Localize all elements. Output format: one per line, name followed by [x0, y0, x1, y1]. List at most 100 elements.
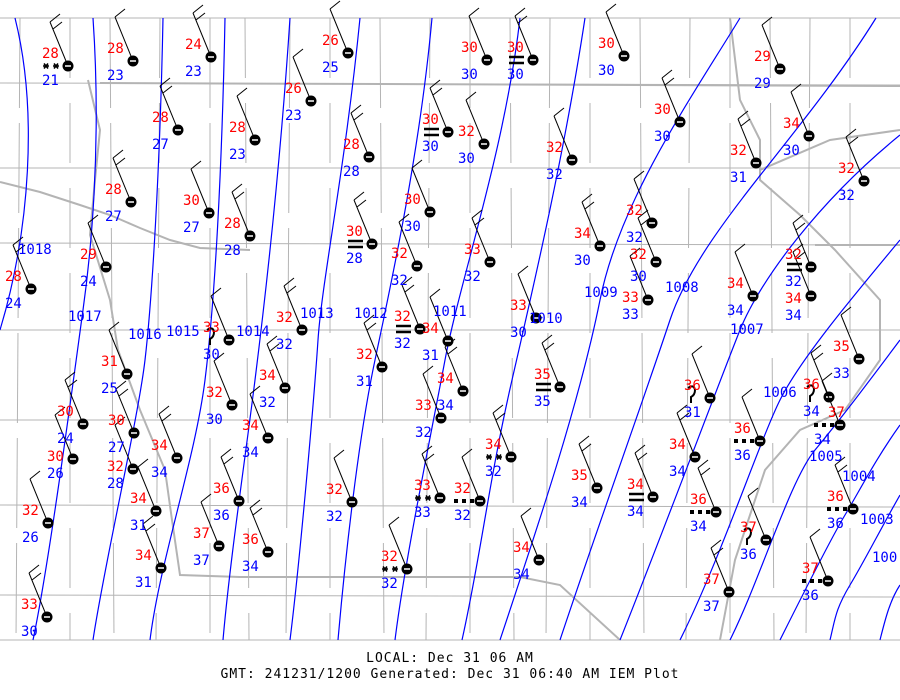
wind-barb-flag [541, 334, 553, 344]
wind-barb-flag [737, 110, 749, 120]
station-plot [114, 416, 139, 475]
temperature-label: 34 [422, 321, 439, 337]
dewpoint-label: 32 [391, 273, 408, 289]
county-line [805, 17, 811, 641]
station-plot [444, 338, 469, 397]
station-plot [283, 277, 308, 336]
wind-barb-flag [578, 435, 590, 445]
temperature-label: 32 [458, 124, 475, 140]
dewpoint-label: 32 [454, 508, 471, 524]
wind-barb-flag [795, 251, 806, 260]
wind-barb-flag [220, 448, 232, 458]
dewpoint-label: 30 [654, 129, 671, 145]
wind-barb-flag [162, 85, 173, 94]
wind-barb-flag [837, 464, 848, 473]
rain-icon [734, 439, 738, 443]
dewpoint-label: 30 [461, 67, 478, 83]
station-plot [845, 128, 870, 187]
station-plot [108, 321, 133, 380]
isobar-label: 1013 [300, 306, 334, 322]
map-labels: 28 21 28 23 24 23 26 23 28 27 28 23 28 27 30 27 28 28 29 24… [5, 33, 897, 640]
wind-barb-flag [366, 322, 377, 331]
wind-barb-flag [200, 493, 212, 503]
isobar-label: 1010 [529, 311, 563, 327]
station-plot [29, 470, 54, 529]
county-line [425, 17, 431, 641]
drizzle-icon [206, 327, 216, 345]
rain-icon [810, 579, 814, 583]
station-plot [200, 493, 225, 552]
wind-barb-icon [461, 456, 481, 502]
wind-barb-flag [468, 7, 480, 17]
wind-barb-flag [161, 413, 172, 422]
temperature-label: 36 [242, 532, 259, 548]
wind-barb-flag [605, 3, 617, 13]
wind-barb-icon [115, 388, 135, 434]
temperature-label: 28 [5, 269, 22, 285]
wind-barb-icon [634, 452, 654, 498]
temperature-label: 30 [598, 36, 615, 52]
wind-barb-icon [398, 221, 418, 267]
wind-barb-icon [471, 217, 491, 263]
temperature-label: 32 [630, 247, 647, 263]
rain-icon [830, 423, 834, 427]
temperature-label: 33 [464, 242, 481, 258]
station-plot [633, 170, 658, 229]
wind-barb-icon [64, 379, 84, 425]
dewpoint-label: 34 [803, 404, 820, 420]
isobar-label: 1008 [665, 280, 699, 296]
wind-barb-flag [792, 243, 804, 253]
station-plot [411, 159, 436, 218]
wind-barb-flag [447, 346, 458, 355]
snow-icon [382, 566, 388, 572]
wind-barb-flag [195, 12, 206, 21]
wind-barb-icon [54, 414, 74, 460]
wind-barb-flag [145, 523, 156, 532]
dewpoint-label: 34 [242, 559, 259, 575]
temperature-label: 32 [394, 309, 411, 325]
wind-barb-flag [67, 379, 78, 388]
wind-barb-flag [64, 371, 76, 381]
wind-barb-flag [517, 15, 528, 24]
dewpoint-label: 30 [203, 347, 220, 363]
wind-barb-icon [553, 115, 573, 161]
dewpoint-label: 32 [326, 509, 343, 525]
wind-barb-icon [142, 523, 162, 569]
wind-barb-icon [12, 244, 32, 290]
wind-barb-icon [661, 77, 681, 123]
dewpoint-label: 36 [827, 516, 844, 532]
temperature-label: 32 [107, 459, 124, 475]
county-line [0, 594, 900, 598]
wind-barb-flag [333, 449, 345, 459]
temperature-label: 36 [684, 378, 701, 394]
dewpoint-label: 32 [626, 230, 643, 246]
wind-barb-flag [12, 236, 24, 246]
wind-barb-flag [249, 499, 261, 509]
isobar-label: 1018 [18, 242, 52, 258]
wind-barb-flag [353, 191, 365, 201]
wind-barb-icon [210, 295, 230, 341]
temperature-label: 30 [57, 404, 74, 420]
temperature-label: 34 [242, 418, 259, 434]
wind-barb-icon [49, 21, 69, 67]
wind-barb-icon [388, 524, 408, 570]
wind-barb-flag [350, 104, 362, 114]
wind-barb-icon [266, 343, 286, 389]
dewpoint-label: 32 [546, 167, 563, 183]
station-plot [676, 404, 701, 463]
station-plot [743, 487, 772, 546]
dewpoint-label: 34 [727, 303, 744, 319]
wind-barb-flag [190, 160, 202, 170]
dewpoint-label: 36 [740, 547, 757, 563]
wind-barb-icon [87, 222, 107, 268]
temperature-label: 30 [461, 40, 478, 56]
temperature-label: 30 [108, 413, 125, 429]
county-line [509, 17, 515, 641]
dewpoint-label: 30 [598, 63, 615, 79]
wind-barb-flag [741, 388, 753, 398]
wind-barb-icon [28, 572, 48, 618]
drizzle-icon [806, 384, 816, 402]
temperature-label: 36 [827, 489, 844, 505]
county-line [155, 17, 161, 641]
temperature-label: 35 [534, 367, 551, 383]
